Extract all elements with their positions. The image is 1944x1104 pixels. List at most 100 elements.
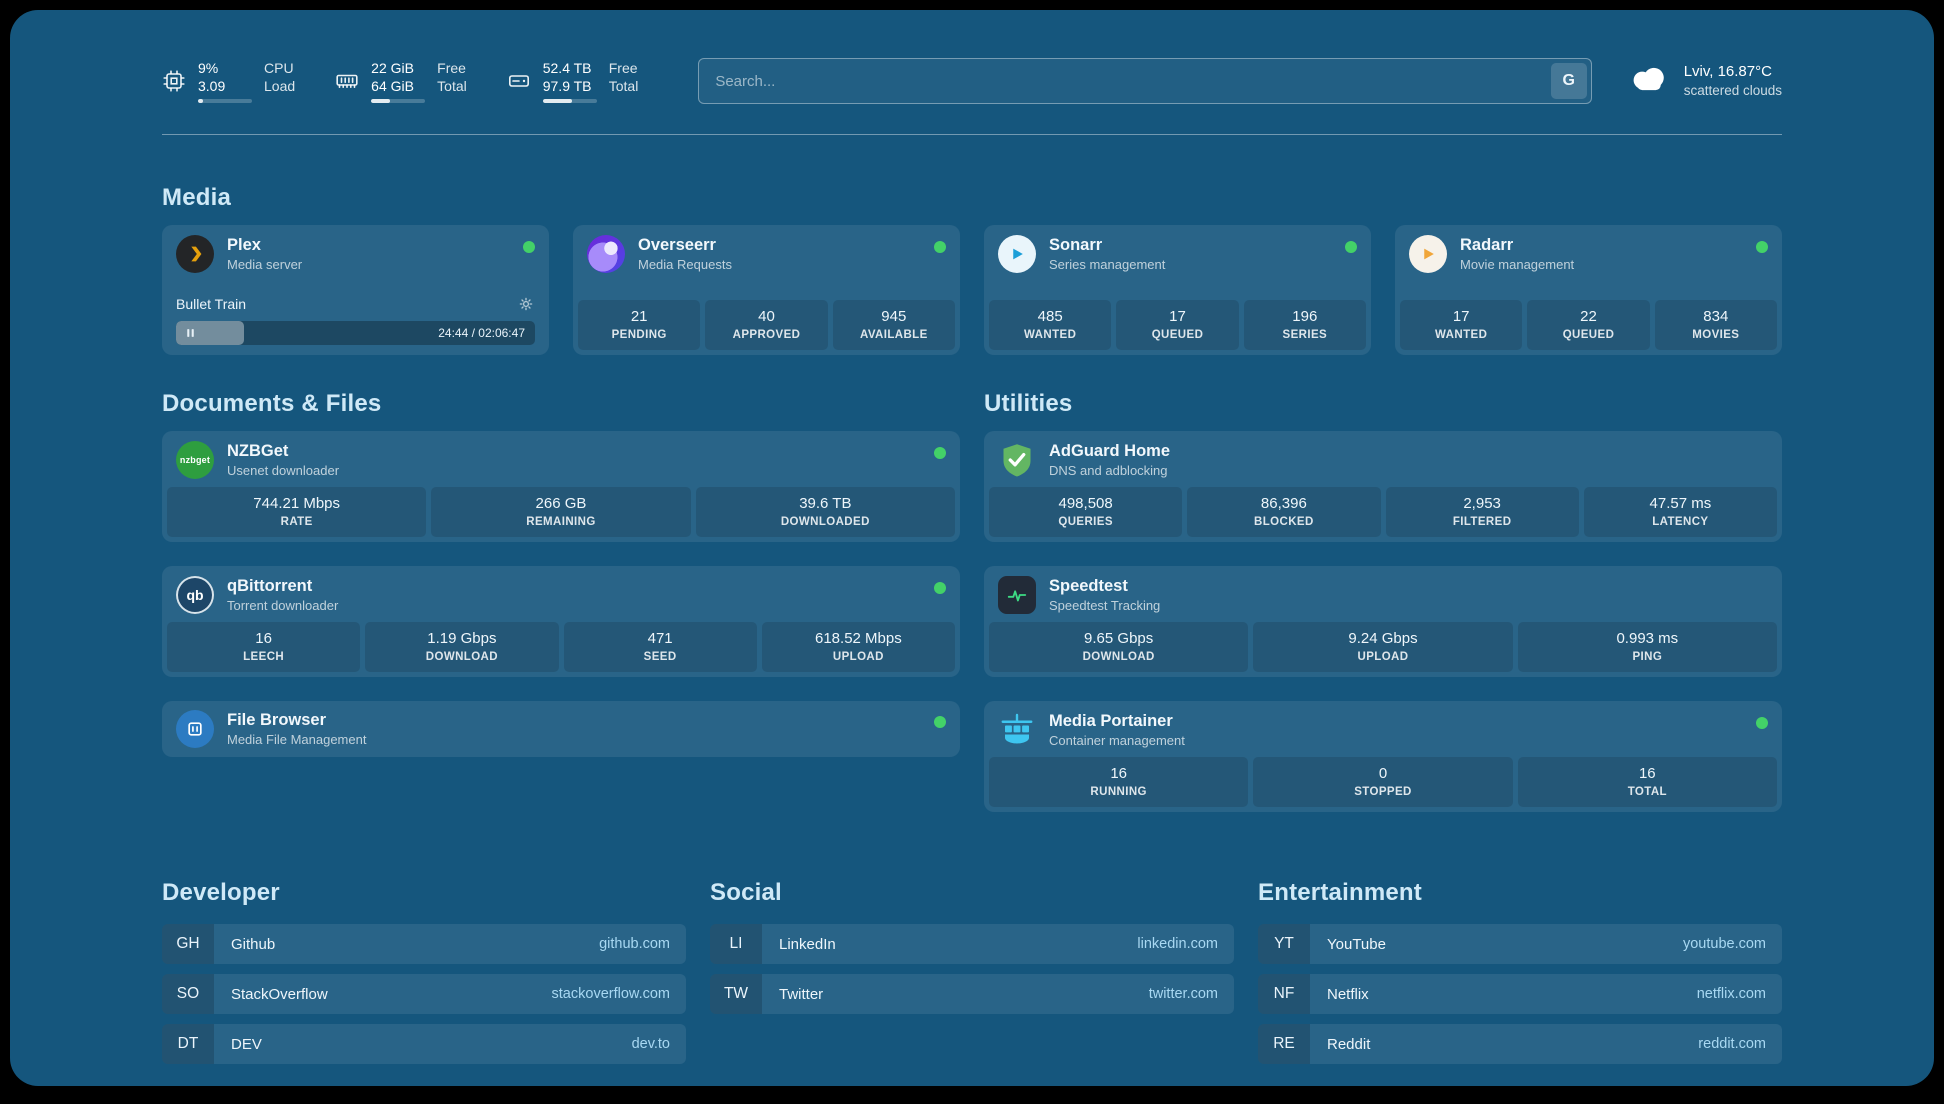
service-card-nzbget[interactable]: nzbget NZBGet Usenet downloader 744.21 M…	[162, 431, 960, 542]
service-desc: Series management	[1049, 257, 1166, 272]
status-dot	[934, 241, 946, 253]
stat-tile: 0.993 ms PING	[1517, 622, 1777, 672]
bookmark-github[interactable]: GH Github github.com	[162, 924, 686, 964]
tile-label: FILTERED	[1452, 516, 1512, 528]
bookmark-group-social: Social LI LinkedIn linkedin.com TW Twitt…	[710, 878, 1234, 1064]
search-bar: G	[698, 58, 1592, 104]
service-card-plex[interactable]: Plex Media server Bullet Train	[162, 225, 549, 355]
cpu-percent: 9%	[198, 60, 219, 76]
bookmark-abbr: LI	[710, 924, 762, 964]
system-stats: 9% 3.09 CPU Load 22 GiB 64 GiB	[162, 59, 638, 103]
stat-tile: 9.65 Gbps DOWNLOAD	[989, 622, 1249, 672]
search-provider-button[interactable]: G	[1550, 63, 1587, 99]
service-card-filebrowser[interactable]: File Browser Media File Management	[162, 701, 960, 757]
tile-label: PENDING	[611, 329, 667, 341]
bookmark-twitter[interactable]: TW Twitter twitter.com	[710, 974, 1234, 1014]
filebrowser-icon	[176, 710, 214, 748]
stat-tile: 498,508 QUERIES	[989, 487, 1183, 537]
stat-tile: 744.21 Mbps RATE	[167, 487, 427, 537]
service-name: NZBGet	[227, 442, 289, 460]
tile-label: DOWNLOAD	[1082, 651, 1155, 663]
service-card-overseerr[interactable]: Overseerr Media Requests 21 PENDING 40 A…	[573, 225, 960, 355]
bookmark-url: linkedin.com	[1137, 936, 1218, 952]
header: 9% 3.09 CPU Load 22 GiB 64 GiB	[162, 54, 1782, 108]
tile-label: QUEUED	[1151, 329, 1204, 341]
service-name: Radarr	[1460, 236, 1514, 254]
bookmark-url: youtube.com	[1682, 936, 1766, 952]
bookmark-name: Reddit	[1327, 1035, 1371, 1053]
cloud-icon	[1628, 63, 1670, 100]
cpu-labels: CPU Load	[264, 59, 295, 103]
weather-location: Lviv, 16.87°C	[1683, 63, 1772, 80]
service-desc: Media server	[227, 257, 303, 272]
weather-condition: scattered clouds	[1683, 83, 1782, 98]
tile-value: 471	[647, 630, 673, 647]
disk-total: 97.9 TB	[542, 78, 592, 94]
bookmark-url: stackoverflow.com	[551, 986, 670, 1002]
service-card-portainer[interactable]: Media Portainer Container management 16 …	[984, 701, 1782, 812]
service-card-speedtest[interactable]: Speedtest Speedtest Tracking 9.65 Gbps D…	[984, 566, 1782, 677]
bookmark-group-developer: Developer GH Github github.com SO StackO…	[162, 878, 686, 1064]
service-desc: Container management	[1049, 733, 1185, 748]
weather-widget: Lviv, 16.87°C scattered clouds	[1628, 62, 1782, 100]
tile-value: 9.24 Gbps	[1348, 630, 1418, 647]
bookmark-netflix[interactable]: NF Netflix netflix.com	[1258, 974, 1782, 1014]
service-name: Speedtest	[1049, 577, 1128, 595]
section-utilities: Utilities AdGuard Home DNS and adblockin…	[984, 389, 1782, 812]
memory-progress-bar	[371, 99, 426, 103]
stat-tile: 9.24 Gbps UPLOAD	[1253, 622, 1513, 672]
tile-label: UPLOAD	[832, 651, 884, 663]
tile-label: LEECH	[243, 651, 285, 663]
tile-value: 834	[1703, 308, 1729, 325]
stat-tile: 1.19 Gbps DOWNLOAD	[365, 622, 559, 672]
tile-label: BLOCKED	[1254, 516, 1314, 528]
overseerr-icon	[587, 235, 625, 273]
tile-label: WANTED	[1024, 329, 1077, 341]
stat-tile: 40 APPROVED	[705, 300, 828, 350]
status-dot	[523, 241, 535, 253]
service-card-qbittorrent[interactable]: qb qBittorrent Torrent downloader 16 LEE…	[162, 566, 960, 677]
bookmark-linkedin[interactable]: LI LinkedIn linkedin.com	[710, 924, 1234, 964]
playback-time: 24:44 / 02:06:47	[438, 326, 525, 340]
service-card-radarr[interactable]: Radarr Movie management 17 WANTED 22 QUE…	[1395, 225, 1782, 355]
stat-tile: 16 LEECH	[167, 622, 361, 672]
tile-value: 498,508	[1058, 495, 1113, 512]
cpu-load: 3.09	[198, 78, 226, 94]
bookmark-youtube[interactable]: YT YouTube youtube.com	[1258, 924, 1782, 964]
bookmark-abbr: NF	[1258, 974, 1310, 1014]
bookmark-name: DEV	[231, 1035, 262, 1053]
bookmark-stackoverflow[interactable]: SO StackOverflow stackoverflow.com	[162, 974, 686, 1014]
status-dot	[1756, 717, 1768, 729]
adguard-icon	[998, 441, 1036, 479]
stat-tile: 196 SERIES	[1243, 300, 1366, 350]
status-dot	[934, 582, 946, 594]
stat-tile: 86,396 BLOCKED	[1187, 487, 1381, 537]
bookmark-url: dev.to	[631, 1036, 670, 1052]
tile-label: RUNNING	[1090, 786, 1147, 798]
tile-label: APPROVED	[732, 329, 801, 341]
bookmark-abbr: SO	[162, 974, 214, 1014]
service-card-sonarr[interactable]: Sonarr Series management 485 WANTED 17 Q…	[984, 225, 1371, 355]
tile-label: WANTED	[1435, 329, 1488, 341]
pause-icon[interactable]	[184, 327, 197, 340]
memory-stat: 22 GiB 64 GiB Free Total	[335, 59, 467, 103]
bookmark-reddit[interactable]: RE Reddit reddit.com	[1258, 1024, 1782, 1064]
bookmark-abbr: GH	[162, 924, 214, 964]
service-card-adguard[interactable]: AdGuard Home DNS and adblocking 498,508 …	[984, 431, 1782, 542]
stat-tile: 39.6 TB DOWNLOADED	[695, 487, 955, 537]
playback-progress-bar[interactable]: 24:44 / 02:06:47	[176, 321, 535, 345]
stat-tile: 485 WANTED	[989, 300, 1112, 350]
tile-label: RATE	[280, 516, 313, 528]
settings-gear-icon[interactable]	[517, 295, 535, 313]
memory-label-2: Total	[437, 78, 467, 94]
tile-label: AVAILABLE	[859, 329, 928, 341]
dashboard-page: 9% 3.09 CPU Load 22 GiB 64 GiB	[10, 10, 1934, 1086]
stat-tile: 618.52 Mbps UPLOAD	[761, 622, 955, 672]
tile-value: 86,396	[1260, 495, 1307, 512]
search-input[interactable]	[698, 58, 1592, 104]
service-desc: Movie management	[1460, 257, 1575, 272]
tile-value: 0	[1378, 765, 1388, 782]
service-desc: Media Requests	[638, 257, 732, 272]
bookmark-dev[interactable]: DT DEV dev.to	[162, 1024, 686, 1064]
tile-value: 39.6 TB	[799, 495, 852, 512]
